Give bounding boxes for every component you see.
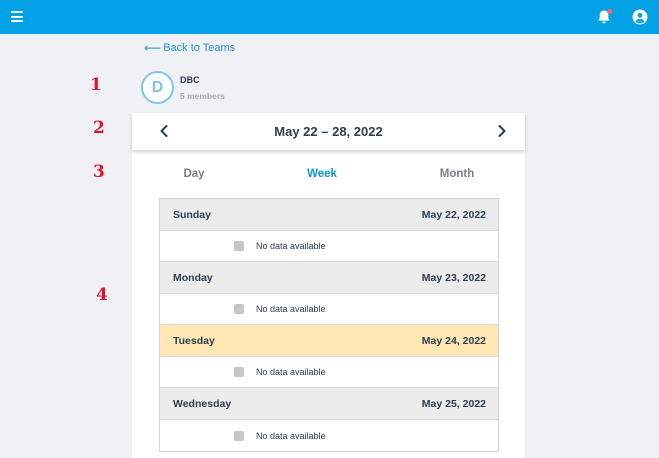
day-entry: No data available [160,294,498,325]
chevron-left-icon[interactable] [156,122,172,140]
annotation-number: 4 [96,285,108,305]
day-header-wednesday[interactable]: Wednesday May 25, 2022 [160,388,498,420]
no-data-label: No data available [256,241,326,251]
no-data-label: No data available [256,430,326,441]
empty-square-icon [234,430,244,441]
annotation-number: 3 [93,162,105,182]
bell-icon[interactable] [596,9,612,25]
empty-square-icon [234,367,244,377]
notification-badge [607,9,612,14]
user-circle-icon[interactable] [632,9,648,25]
hamburger-menu-icon[interactable] [11,11,23,22]
team-member-count: 5 members [180,91,225,101]
day-header-tuesday[interactable]: Tuesday May 24, 2022 [160,325,498,357]
tab-day[interactable]: Day [183,168,205,180]
team-avatar: D [141,71,174,104]
day-name: Tuesday [173,334,215,347]
tab-month[interactable]: Month [439,168,475,180]
day-entry: No data available [160,420,498,451]
day-date: May 25, 2022 [421,397,486,410]
week-day-list: Sunday May 22, 2022 No data available Mo… [159,198,499,452]
empty-square-icon [234,304,244,314]
day-header-sunday[interactable]: Sunday May 22, 2022 [160,199,498,231]
tab-week[interactable]: Week [307,168,337,180]
day-date: May 22, 2022 [421,208,486,221]
team-name: DBC [180,75,200,85]
day-name: Monday [173,271,213,284]
day-date: May 23, 2022 [421,271,486,284]
annotation-number: 2 [93,118,105,138]
chevron-right-icon[interactable] [494,122,510,140]
annotation-number: 1 [90,75,102,95]
day-name: Wednesday [173,397,232,410]
no-data-label: No data available [256,304,326,314]
day-entry: No data available [160,357,498,388]
back-to-teams-link[interactable]: ⟵ Back to Teams [144,41,235,55]
empty-square-icon [234,241,244,251]
no-data-label: No data available [256,367,326,377]
back-link-label: Back to Teams [163,42,236,54]
arrow-left-icon: ⟵ [144,41,162,55]
top-app-bar [0,0,659,34]
day-name: Sunday [173,208,211,221]
week-navigator: May 22 – 28, 2022 [132,113,525,150]
day-date: May 24, 2022 [421,334,486,347]
week-range-title: May 22 – 28, 2022 [274,124,383,139]
day-header-monday[interactable]: Monday May 23, 2022 [160,262,498,294]
day-entry: No data available [160,231,498,262]
